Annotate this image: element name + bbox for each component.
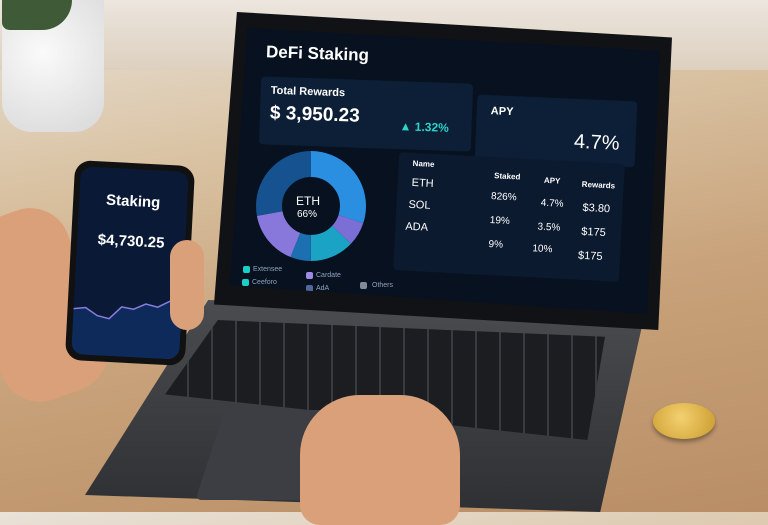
cell-name: SOL (408, 198, 431, 212)
phone-balance: $4,730.25 (97, 231, 165, 252)
gold-coin (653, 403, 715, 439)
legend-item: Extensee (253, 266, 283, 273)
phone-line-chart (71, 299, 183, 360)
total-rewards-card: Total Rewards $ 3,950.23 ▲ 1.32% (258, 76, 474, 152)
laptop-screen: DeFi Staking Total Rewards $ 3,950.23 ▲ … (230, 28, 660, 314)
apy-value: 4.7% (573, 130, 620, 155)
balance-line (73, 299, 183, 320)
right-hand (300, 395, 460, 525)
legend-swatch (306, 272, 313, 279)
app-title: DeFi Staking (265, 42, 370, 65)
staking-table: Name Staked APY Rewards ETH 826% 4.7% $3… (393, 152, 625, 282)
header-name: Name (412, 158, 435, 170)
legend-item: Cardate (316, 272, 341, 279)
legend-swatch (306, 285, 313, 292)
legend-swatch (360, 282, 367, 289)
plant-pot (2, 0, 104, 132)
donut-segment (256, 151, 366, 261)
total-rewards-value: $ 3,950.23 (269, 102, 361, 127)
phone: Staking $4,730.25 (64, 159, 196, 367)
cell-rewards: $175 (577, 249, 603, 263)
phone-screen: Staking $4,730.25 (71, 166, 189, 360)
plant (2, 0, 72, 30)
cell-name: ETH (411, 176, 434, 191)
legend-swatch (242, 279, 249, 286)
cell-staked: 19% (489, 215, 511, 228)
cell-staked: 9% (488, 238, 504, 251)
cell-rewards: $175 (581, 225, 607, 240)
line-area (71, 300, 183, 360)
donut-segment (256, 151, 366, 261)
apy-label: APY (490, 105, 514, 119)
rewards-change: ▲ 1.32% (399, 119, 450, 135)
legend-item: Others (372, 282, 394, 289)
cell-apy: 4.7% (540, 197, 564, 210)
donut-center-label: ETH (296, 194, 320, 208)
allocation-donut (256, 151, 366, 261)
donut-center-value: 66% (297, 209, 318, 220)
legend-item: Ceeforo (252, 279, 277, 286)
header-rewards: Rewards (581, 179, 616, 191)
legend-item: AdA (316, 285, 330, 292)
phone-title: Staking (105, 191, 161, 212)
cell-staked: 826% (490, 191, 517, 204)
cell-apy: 3.5% (537, 221, 561, 234)
thumb (170, 240, 204, 330)
header-staked: Staked (493, 171, 521, 182)
cell-apy: 10% (532, 243, 553, 256)
cell-name: ADA (405, 220, 429, 234)
cell-rewards: $3.80 (582, 201, 611, 216)
legend-swatch (243, 266, 250, 273)
total-rewards-label: Total Rewards (270, 84, 346, 100)
header-apy: APY (543, 175, 561, 186)
